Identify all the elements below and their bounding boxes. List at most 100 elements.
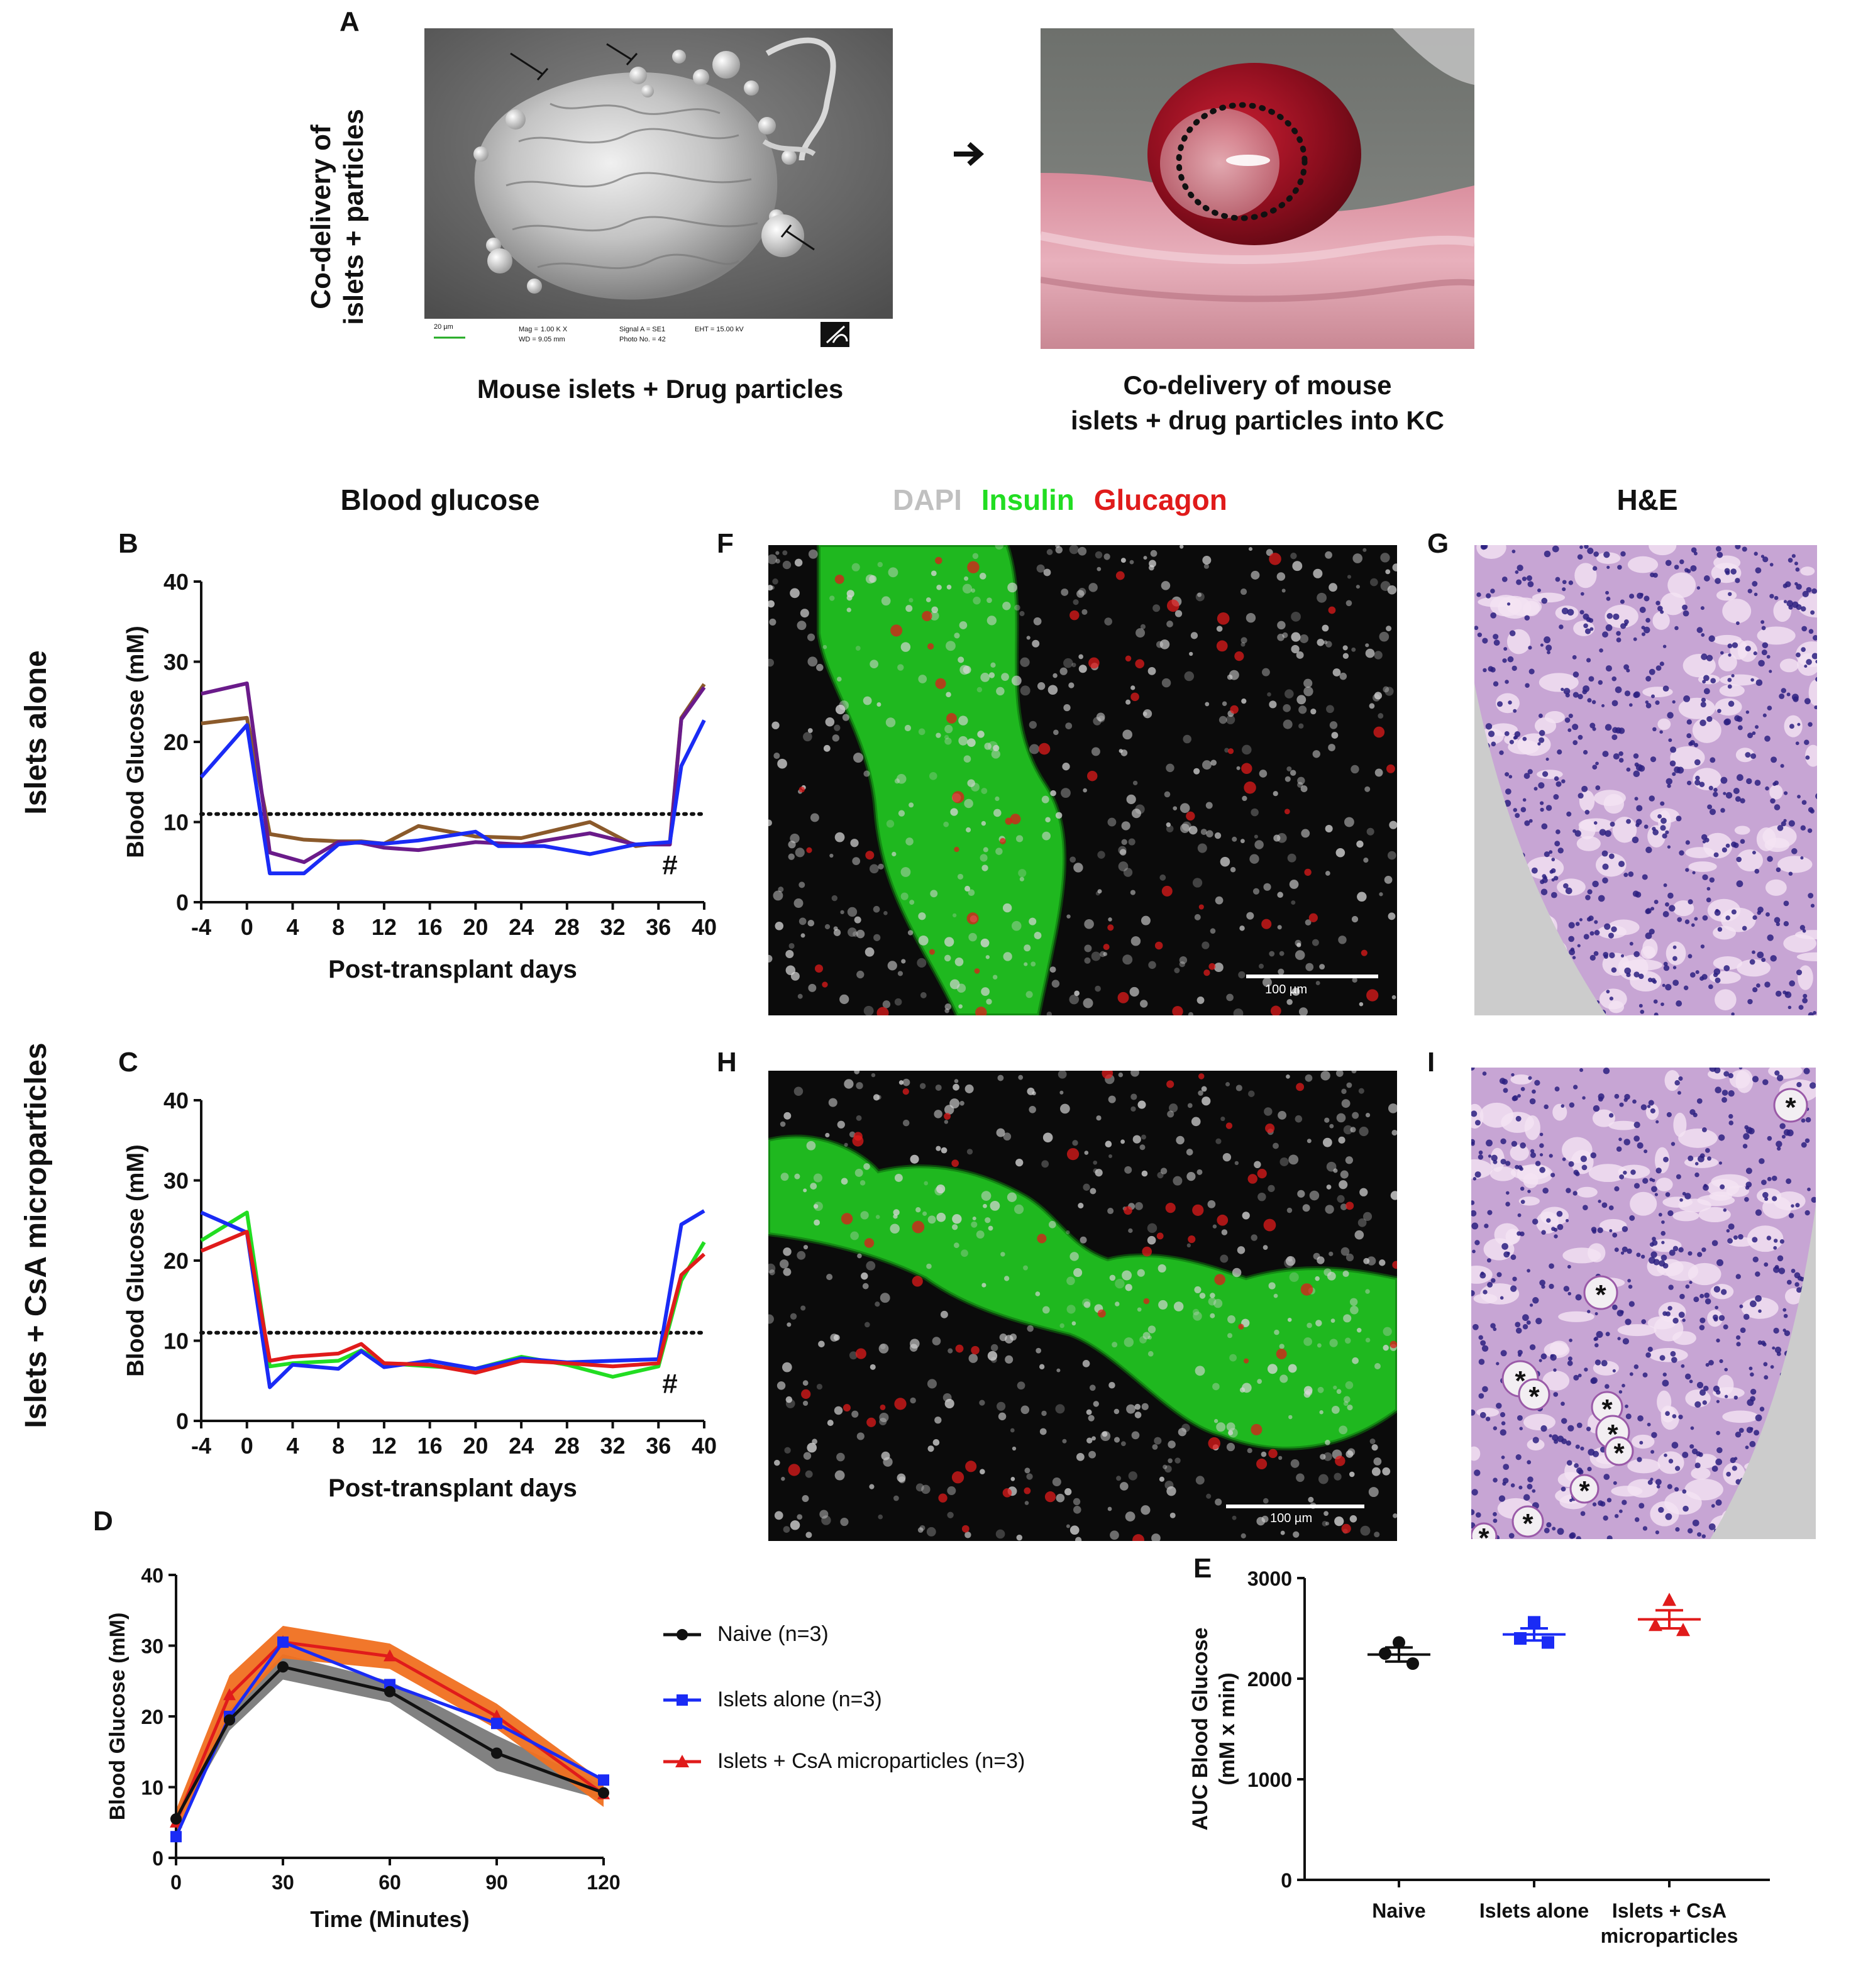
fluor-f-nucleus bbox=[944, 1008, 949, 1013]
fluor-h-nucleus bbox=[1235, 1085, 1242, 1091]
he-g-nucleus bbox=[1587, 698, 1592, 703]
he-g-nucleus bbox=[1577, 944, 1581, 947]
he-i-nucleus bbox=[1618, 1390, 1623, 1394]
fluor-f-nucleus bbox=[798, 917, 807, 925]
he-i-nucleus bbox=[1584, 1367, 1588, 1372]
he-g-nucleus bbox=[1649, 668, 1655, 675]
fluor-h-nucleus bbox=[944, 1398, 954, 1409]
he-g-lumen bbox=[1557, 878, 1586, 896]
he-i-nucleus bbox=[1577, 1373, 1582, 1378]
fluor-h-nucleus bbox=[1159, 1476, 1165, 1482]
fluor-h-nucleus bbox=[1163, 1464, 1168, 1469]
he-g-nucleus bbox=[1706, 897, 1711, 903]
he-g-nucleus bbox=[1706, 654, 1713, 661]
fluor-f-nucleus bbox=[1240, 839, 1245, 844]
fluor-f-nucleus bbox=[1033, 617, 1042, 626]
fluor-f-nucleus bbox=[1291, 611, 1301, 622]
he-g-nucleus bbox=[1602, 877, 1608, 884]
he-g-nucleus bbox=[1662, 911, 1669, 917]
fluor-h-nucleus bbox=[1020, 1405, 1030, 1415]
fluor-f-nucleus bbox=[829, 853, 834, 858]
fluor-f-nucleus bbox=[1205, 802, 1213, 809]
he-g-nucleus bbox=[1710, 678, 1716, 684]
he-g-nucleus bbox=[1672, 945, 1677, 949]
fluor-h-nucleus bbox=[1239, 1387, 1246, 1393]
fluor-f-nucleus bbox=[1098, 715, 1105, 723]
he-g-nucleus bbox=[1725, 915, 1730, 920]
fluor-h-glucagon-cell bbox=[843, 1404, 851, 1412]
fluor-f-nucleus bbox=[1263, 883, 1271, 891]
fluor-f-nucleus bbox=[1292, 561, 1303, 572]
fluor-h-nucleus bbox=[1340, 1203, 1347, 1210]
fluor-f-glucagon-cell bbox=[865, 851, 875, 860]
fluor-f-nucleus bbox=[877, 561, 883, 568]
he-g-lumen bbox=[1612, 816, 1637, 843]
fluor-f-nucleus bbox=[1277, 633, 1285, 641]
fluor-f-nucleus bbox=[1277, 925, 1282, 930]
he-i-nucleus bbox=[1747, 1399, 1754, 1406]
he-g-nucleus bbox=[1583, 934, 1589, 940]
fluor-h-nucleus bbox=[1147, 1325, 1156, 1334]
he-g-nucleus bbox=[1595, 785, 1601, 790]
chart-d-series-line-2 bbox=[174, 1640, 605, 1823]
he-i-nucleus bbox=[1762, 1079, 1769, 1086]
he-i-nucleus bbox=[1715, 1458, 1723, 1466]
fluor-h-nucleus bbox=[1089, 1384, 1096, 1391]
fluor-h-nucleus bbox=[1343, 1314, 1352, 1323]
fluor-h-nucleus bbox=[819, 1510, 829, 1519]
fluor-h-nucleus bbox=[816, 1383, 823, 1390]
he-g-nucleus bbox=[1511, 665, 1517, 671]
he-g-nucleus bbox=[1717, 709, 1721, 714]
he-g-nucleus bbox=[1682, 610, 1689, 617]
fluor-f-nucleus bbox=[882, 1000, 891, 1008]
fluor-h-nucleus bbox=[1284, 1258, 1294, 1268]
he-g-nucleus bbox=[1735, 545, 1741, 549]
fluor-h-nucleus bbox=[768, 1314, 774, 1324]
chart-e-category-label: Naive bbox=[1372, 1899, 1425, 1922]
fluor-h-nucleus bbox=[1187, 1103, 1193, 1108]
fluor-h-nucleus bbox=[1379, 1259, 1386, 1266]
he-g-nucleus bbox=[1638, 1003, 1643, 1008]
he-i-nucleus bbox=[1736, 1342, 1741, 1347]
fluor-h-nucleus bbox=[1191, 1117, 1201, 1127]
he-i-asterisk: * bbox=[1785, 1092, 1796, 1123]
fluor-f-nucleus bbox=[1287, 853, 1296, 863]
he-g-nucleus bbox=[1750, 753, 1757, 759]
fluor-f-nucleus bbox=[797, 993, 803, 999]
fluor-f-nucleus bbox=[1339, 672, 1347, 680]
fluor-h-nucleus bbox=[1137, 1269, 1145, 1277]
he-i-nucleus bbox=[1735, 1479, 1742, 1485]
he-g-nucleus bbox=[1694, 780, 1701, 786]
fluor-h-nucleus bbox=[1073, 1498, 1081, 1506]
he-g-nucleus bbox=[1696, 586, 1701, 590]
he-i-nucleus bbox=[1471, 1509, 1475, 1516]
he-i-nucleus bbox=[1707, 1156, 1711, 1161]
fluor-h-nucleus bbox=[1278, 1455, 1283, 1460]
fluor-f-nucleus bbox=[963, 665, 971, 674]
he-i-nucleus bbox=[1740, 1327, 1746, 1334]
fluor-h-nucleus bbox=[921, 1484, 931, 1494]
he-i-nucleus bbox=[1486, 1139, 1493, 1147]
he-g-nucleus bbox=[1752, 731, 1756, 736]
fluor-h-nucleus bbox=[1346, 1082, 1352, 1088]
panel-letter-c: C bbox=[118, 1047, 138, 1078]
fluor-h-nucleus bbox=[990, 1200, 1000, 1211]
fluor-h-nucleus bbox=[1268, 1282, 1276, 1289]
fluor-f-nucleus bbox=[931, 606, 938, 614]
he-g-nucleus bbox=[1624, 690, 1631, 697]
fluor-h-nucleus bbox=[922, 1211, 927, 1216]
he-g-nucleus bbox=[1765, 786, 1769, 791]
he-g-nucleus bbox=[1796, 583, 1802, 590]
fluor-h-nucleus bbox=[1164, 1481, 1174, 1490]
he-i-lumen bbox=[1558, 1311, 1594, 1322]
he-i-nucleus bbox=[1727, 1238, 1733, 1244]
fluor-h-nucleus bbox=[875, 1301, 880, 1307]
he-i-nucleus bbox=[1549, 1154, 1553, 1158]
he-i-nucleus bbox=[1522, 1324, 1528, 1330]
fluor-f-nucleus bbox=[984, 743, 992, 750]
fluor-f-nucleus bbox=[1351, 765, 1359, 774]
fluor-f-nucleus bbox=[1100, 951, 1106, 958]
fluor-h-nucleus bbox=[971, 1221, 978, 1228]
fluor-h-nucleus bbox=[1368, 1487, 1379, 1498]
he-g-lumen bbox=[1769, 785, 1783, 800]
